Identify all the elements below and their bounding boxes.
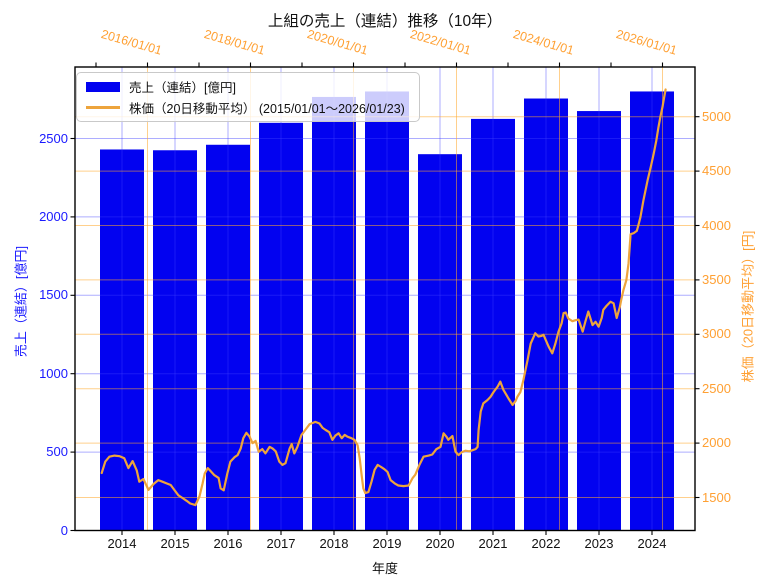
x-bottom-tick-2016: 2016 [213,536,243,551]
bar-2019 [365,91,409,531]
y-left-tick-0: 0 [60,522,68,538]
bar-2018 [312,96,356,531]
x-bottom-tick-2015: 2015 [160,536,190,551]
legend-box[interactable]: 売上（連結）[億円] 株価（20日移動平均） (2015/01/01～2026/… [76,72,420,122]
bar-2020 [418,154,462,531]
legend-line-label: 株価（20日移動平均） (2015/01/01～2026/01/23) [129,102,405,116]
y-left-tick-2500: 2500 [39,130,68,146]
y-right-tick-2500: 2500 [702,380,731,396]
bar-2021 [471,118,515,531]
y-right-tick-5000: 5000 [702,108,731,124]
x-bottom-tick-2022: 2022 [531,536,561,551]
bar-2015 [153,150,197,531]
y-right-tick-4000: 4000 [702,217,731,233]
y-axis-right-label: 株価（20日移動平均）[円] [740,230,756,383]
y-right-tick-1500: 1500 [702,489,731,505]
legend-bar-label: 売上（連結）[億円] [129,81,236,95]
x-bottom-tick-2023: 2023 [584,536,614,551]
x-axis-label: 年度 [371,561,398,576]
x-bottom-tick-2017: 2017 [266,536,296,551]
stock-price-line [100,88,667,507]
x-bottom-tick-2019: 2019 [372,536,402,551]
bar-2023 [577,111,621,531]
y-right-tick-4500: 4500 [702,163,731,179]
y-left-tick-2000: 2000 [39,208,68,224]
x-bottom-tick-2014: 2014 [107,536,137,551]
legend-bar-swatch [86,81,120,92]
legend-line-swatch [86,106,120,109]
y-right-tick-3500: 3500 [702,271,731,287]
x-bottom-tick-2024: 2024 [637,536,667,551]
y-left-tick-500: 500 [46,444,68,460]
legend-item-sales: 売上（連結）[億円] [77,78,419,96]
bar-2022 [524,98,568,531]
y-left-tick-1000: 1000 [39,365,68,381]
x-bottom-tick-2021: 2021 [478,536,508,551]
x-bottom-tick-2020: 2020 [425,536,455,551]
bar-2014 [100,149,144,531]
x-bottom-tick-2018: 2018 [319,536,349,551]
y-right-tick-2000: 2000 [702,435,731,451]
legend-item-stockprice: 株価（20日移動平均） (2015/01/01～2026/01/23) [77,99,419,117]
bar-2016 [206,144,250,531]
y-right-tick-3000: 3000 [702,326,731,342]
plot-border [74,66,696,532]
chart-title: 上組の売上（連結）推移（10年） [267,13,503,30]
y-left-tick-1500: 1500 [39,287,68,303]
